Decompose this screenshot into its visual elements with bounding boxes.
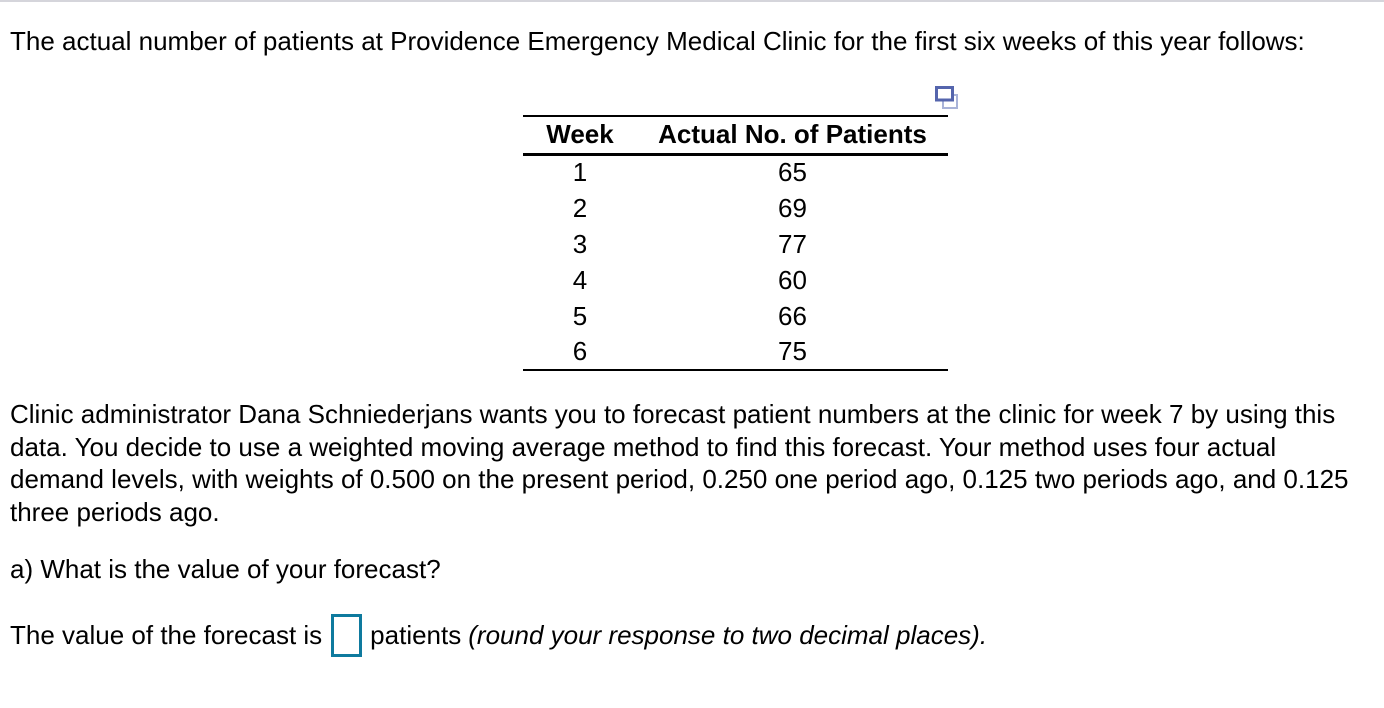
table-row: 2 69 [523, 190, 948, 226]
table-row: 1 65 [523, 154, 948, 190]
table-header-row: Week Actual No. of Patients [523, 116, 948, 156]
intro-text: The actual number of patients at Provide… [10, 26, 1305, 56]
week-cell: 3 [572, 228, 588, 259]
patients-cell: 60 [778, 264, 807, 295]
table-row: 4 60 [523, 262, 948, 298]
table-row: 6 75 [523, 334, 948, 370]
week-cell: 1 [572, 157, 588, 188]
patients-cell: 75 [778, 336, 807, 366]
table-icon-row [523, 85, 958, 115]
problem-text-line: three periods ago. [10, 496, 220, 527]
table-row: 3 77 [523, 226, 948, 262]
problem-text-line: demand levels, with weights of 0.500 on … [10, 464, 1349, 494]
patients-cell: 77 [778, 228, 807, 259]
top-divider [0, 0, 1384, 2]
patients-table: Week Actual No. of Patients 1 65 2 69 3 … [523, 115, 948, 371]
patients-table-block: Week Actual No. of Patients 1 65 2 69 3 … [523, 85, 958, 371]
answer-row: The value of the forecast is patients (r… [10, 613, 987, 658]
question-part-a: a) What is the value of your forecast? [10, 554, 441, 584]
week-cell: 2 [572, 192, 588, 223]
answer-prefix: The value of the forecast is [10, 620, 323, 650]
problem-text-line: data. You decide to use a weighted movin… [10, 431, 1277, 462]
week-cell: 6 [572, 336, 588, 366]
problem-statement: Clinic administrator Dana Schniederjans … [10, 398, 1349, 528]
patients-cell: 65 [778, 157, 807, 188]
week-column-header: Week [523, 116, 637, 156]
patients-column-header: Actual No. of Patients [637, 116, 948, 156]
table-row: 5 66 [523, 298, 948, 334]
patients-cell: 69 [778, 192, 807, 223]
patients-cell: 66 [778, 300, 807, 331]
week-cell: 5 [572, 300, 588, 331]
answer-unit: patients [370, 620, 462, 650]
rounding-note: (round your response to two decimal plac… [468, 620, 988, 650]
duplicate-window-icon[interactable] [934, 85, 959, 111]
problem-text-line: Clinic administrator Dana Schniederjans … [10, 399, 1336, 429]
week-cell: 4 [572, 264, 588, 295]
forecast-input[interactable] [331, 614, 363, 657]
